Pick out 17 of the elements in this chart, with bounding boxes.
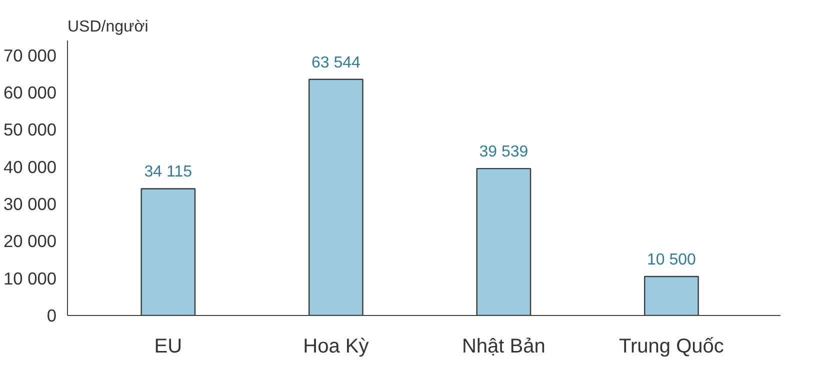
data-label: 63 544 [311,54,360,72]
x-tick-label: EU [154,336,182,358]
y-axis-title: USD/người [68,18,148,36]
y-tick-label: 60 000 [4,82,56,103]
y-tick-label: 50 000 [4,120,56,140]
y-tick-label: 20 000 [4,231,56,252]
data-label: 39 539 [479,144,528,161]
y-tick-label: 30 000 [4,194,56,214]
y-tick-label: 10 000 [4,268,56,288]
y-tick-label: 40 000 [4,156,56,177]
y-tick-label: 70 000 [4,45,56,66]
data-label: 34 115 [144,164,192,181]
x-tick-label: Hoa Kỳ [303,336,369,358]
data-label: 10 500 [646,251,696,268]
y-tick-label: 0 [46,306,57,326]
x-tick-label: Nhật Bản [462,336,546,358]
x-tick-label: Trung Quốc [619,336,724,358]
